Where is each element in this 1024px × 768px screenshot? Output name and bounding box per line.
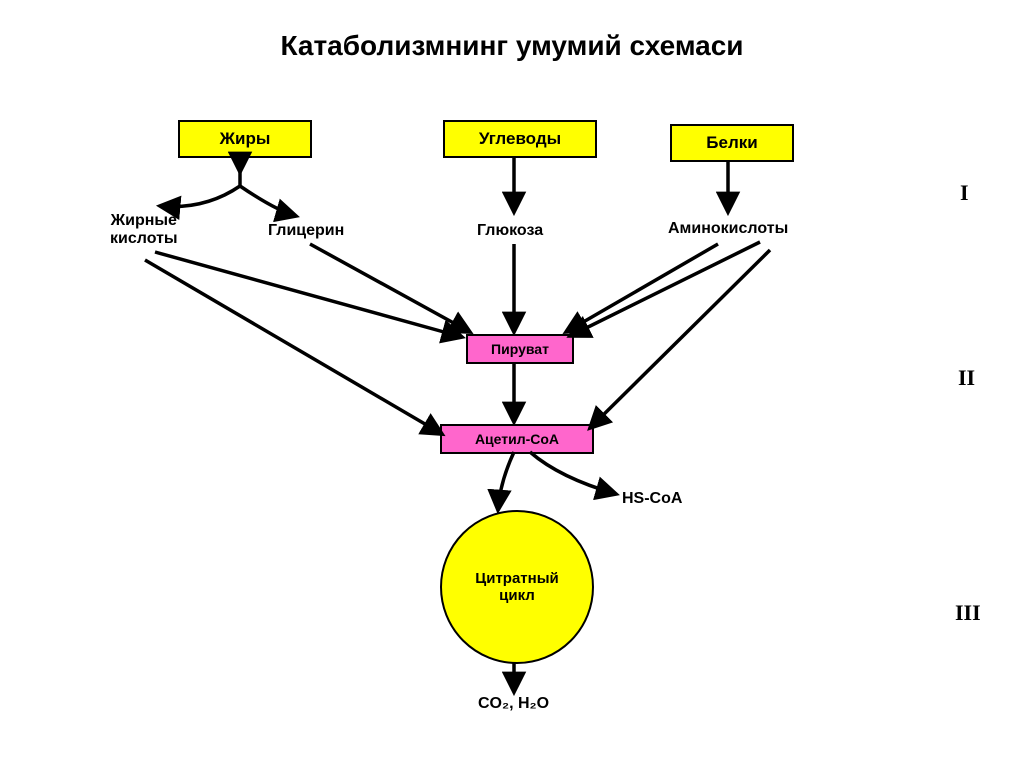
stage-marker-2: II [958, 365, 975, 391]
label-fatty-acids-l2: кислоты [110, 230, 178, 248]
node-citrate-l1: Цитратный [475, 570, 558, 587]
node-citrate-l2: цикл [475, 587, 558, 604]
label-hscoa: HS-CoA [622, 490, 682, 508]
node-pyruvate-label: Пируват [491, 341, 549, 357]
node-fats: Жиры [178, 120, 312, 158]
stage-marker-1: I [960, 180, 969, 206]
label-glucose: Глюкоза [477, 222, 543, 240]
node-acetyl: Ацетил-CoA [440, 424, 594, 454]
label-co2-h2o: CO₂, H₂O [478, 695, 549, 713]
page-title: Катаболизмнинг умумий схемаси [0, 30, 1024, 62]
node-fats-label: Жиры [220, 129, 271, 149]
label-fatty-acids: Жирные кислоты [110, 212, 178, 248]
node-citrate-cycle: Цитратный цикл [440, 510, 594, 664]
stage-marker-3: III [955, 600, 981, 626]
node-proteins: Белки [670, 124, 794, 162]
node-carbs-label: Углеводы [479, 129, 561, 149]
label-glycerin: Глицерин [268, 222, 344, 240]
node-pyruvate: Пируват [466, 334, 574, 364]
label-fatty-acids-l1: Жирные [110, 212, 178, 230]
diagram-root: Катаболизмнинг умумий схемаси Жиры Углев… [0, 0, 1024, 768]
node-citrate-label: Цитратный цикл [475, 570, 558, 604]
node-proteins-label: Белки [706, 133, 757, 153]
label-amino: Аминокислоты [668, 220, 788, 238]
node-carbs: Углеводы [443, 120, 597, 158]
node-acetyl-label: Ацетил-CoA [475, 431, 559, 447]
